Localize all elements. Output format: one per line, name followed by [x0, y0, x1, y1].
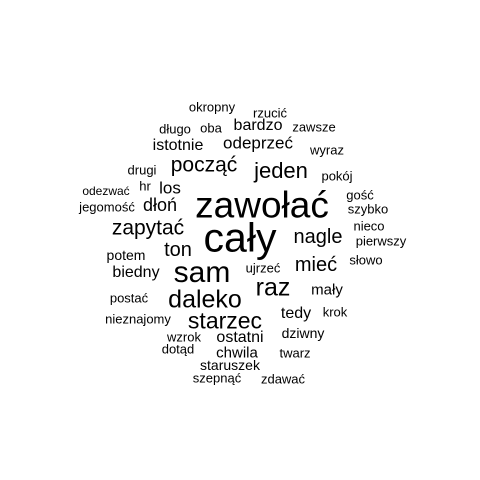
cloud-word: wyraz — [310, 142, 344, 158]
cloud-word: sam — [173, 256, 231, 289]
cloud-word: rzucić — [253, 105, 287, 121]
cloud-word: nieco — [353, 218, 385, 234]
cloud-word: długo — [159, 121, 191, 137]
cloud-word: raz — [255, 273, 291, 302]
cloud-word: hr — [139, 178, 151, 194]
cloud-word: bardzo — [233, 117, 283, 134]
cloud-word: zapytać — [111, 216, 185, 240]
cloud-word: ton — [164, 239, 192, 261]
cloud-word: jegomość — [79, 199, 135, 215]
cloud-word: biedny — [112, 264, 160, 281]
cloud-word: istotnie — [152, 137, 204, 154]
cloud-word: nagle — [293, 226, 343, 248]
cloud-word: cały — [203, 214, 277, 261]
cloud-word: pierwszy — [355, 233, 407, 249]
cloud-word: drugi — [127, 162, 157, 178]
cloud-word: odezwać — [82, 184, 130, 198]
cloud-word: dotąd — [161, 341, 195, 357]
cloud-word: dziwny — [281, 325, 325, 341]
cloud-word: słowo — [349, 252, 383, 268]
cloud-word: szybko — [347, 201, 389, 217]
cloud-word: gość — [346, 187, 374, 203]
cloud-word: twarz — [279, 345, 311, 361]
cloud-word: jeden — [254, 158, 308, 183]
cloud-word: staruszek — [200, 357, 260, 373]
cloud-word: odeprzeć — [223, 133, 293, 153]
cloud-word: począć — [170, 153, 238, 177]
cloud-word: krok — [322, 304, 348, 320]
cloud-word: oba — [200, 120, 222, 136]
cloud-word: mieć — [294, 254, 338, 276]
cloud-word: mały — [311, 281, 343, 299]
cloud-word: zawsze — [292, 119, 336, 135]
cloud-word: tedy — [280, 305, 312, 322]
cloud-word: daleko — [168, 285, 242, 314]
cloud-word: postać — [109, 290, 149, 306]
cloud-word: ujrzeć — [245, 260, 281, 276]
cloud-word: zawołać — [195, 184, 329, 226]
cloud-word: wzrok — [167, 329, 201, 345]
cloud-word: chwila — [216, 344, 258, 362]
cloud-word: pokój — [321, 168, 353, 184]
cloud-word: dłoń — [142, 195, 178, 215]
cloud-word: potem — [106, 247, 146, 263]
cloud-word: los — [159, 178, 181, 198]
cloud-word: szepnąć — [192, 370, 242, 386]
cloud-word: okropny — [188, 99, 236, 115]
cloud-word: starzec — [187, 307, 263, 334]
cloud-word: zdawać — [260, 371, 306, 387]
cloud-word: nieznajomy — [105, 311, 171, 327]
cloud-word: ostatni — [216, 329, 264, 346]
